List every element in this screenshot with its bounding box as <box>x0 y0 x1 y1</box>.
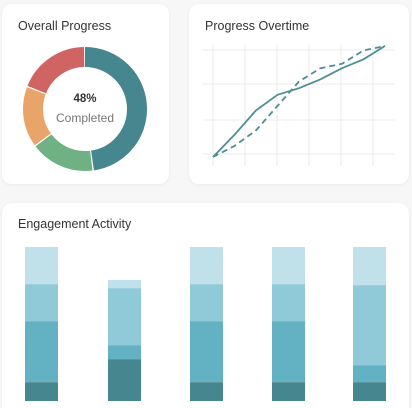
bar-4-segment-1 <box>272 382 305 401</box>
progress-percent: 48% <box>73 93 97 105</box>
bar-1-segment-4 <box>25 247 58 284</box>
bar-4-segment-3 <box>272 284 305 321</box>
bar-2-segment-3 <box>108 288 141 345</box>
donut-center: 48% Completed <box>20 44 150 174</box>
donut-segment-green <box>23 47 147 171</box>
overall-progress-title: Overall Progress <box>18 19 112 33</box>
bar-2-segment-1 <box>108 359 141 401</box>
progress-status: Completed <box>55 111 115 125</box>
bar-5-segment-1 <box>353 382 386 401</box>
bar-1-segment-1 <box>25 382 58 401</box>
bar-3-segment-3 <box>190 284 223 321</box>
bar-4-segment-4 <box>272 247 305 284</box>
engagement-activity-card: Engagement Activity <box>2 203 409 408</box>
bar-1-segment-3 <box>25 284 58 321</box>
bar-1-segment-2 <box>25 321 58 382</box>
engagement-bar-chart <box>25 247 386 401</box>
progress-donut-chart <box>23 47 147 171</box>
engagement-activity-title: Engagement Activity <box>18 217 132 231</box>
bar-4-segment-2 <box>272 321 305 382</box>
bar-5-segment-2 <box>353 365 386 382</box>
overall-progress-card: Overall Progress 48% Completed <box>2 4 169 184</box>
donut-segment-teal <box>23 47 147 171</box>
bar-2-segment-2 <box>108 345 141 359</box>
progress-line-chart <box>203 44 395 166</box>
bar-3-segment-4 <box>190 247 223 284</box>
series-line-solid <box>212 45 386 158</box>
bar-2-segment-4 <box>108 280 141 288</box>
series-line-dashed <box>212 45 386 158</box>
bar-5-segment-4 <box>353 247 386 285</box>
progress-overtime-card: Progress Overtime <box>189 4 409 184</box>
donut-segment-orange <box>23 47 147 171</box>
bar-5-segment-3 <box>353 285 386 365</box>
progress-overtime-title: Progress Overtime <box>205 19 310 33</box>
bar-3-segment-1 <box>190 382 223 401</box>
bar-3-segment-2 <box>190 321 223 382</box>
